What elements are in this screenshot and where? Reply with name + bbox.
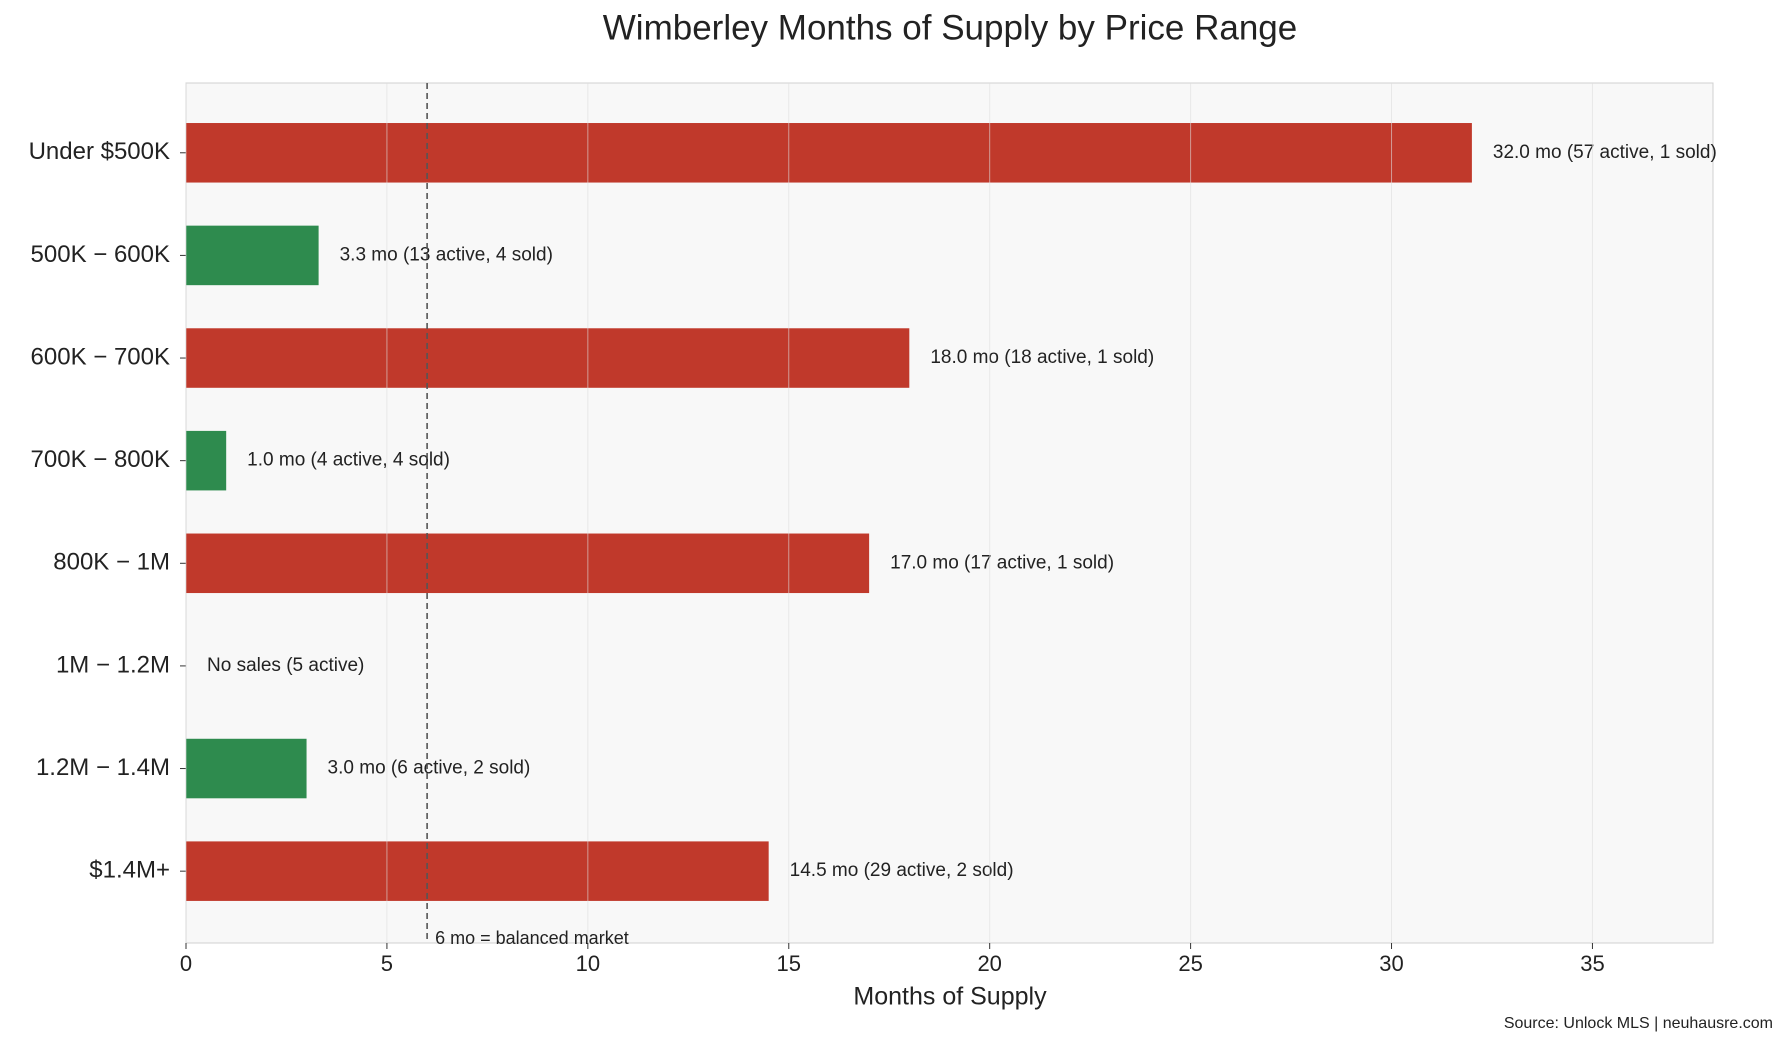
- x-tick-label: 0: [180, 951, 192, 976]
- bar: [186, 738, 307, 799]
- y-tick-label: $1.4M+: [89, 857, 170, 884]
- y-tick-label: 700K − 800K: [31, 446, 170, 473]
- y-tick-label: 800K − 1M: [53, 549, 170, 576]
- source-note: Source: Unlock MLS | neuhausre.com: [1504, 1015, 1773, 1032]
- x-tick-label: 15: [777, 951, 801, 976]
- x-tick-label: 30: [1379, 951, 1403, 976]
- y-tick-label: 1M − 1.2M: [56, 651, 170, 678]
- y-tick-label: 600K − 700K: [31, 343, 170, 370]
- x-tick-label: 25: [1178, 951, 1202, 976]
- value-label: 14.5 mo (29 active, 2 sold): [790, 860, 1014, 881]
- value-label: 3.3 mo (13 active, 4 sold): [340, 244, 553, 265]
- x-tick-label: 35: [1580, 951, 1604, 976]
- bar: [186, 430, 227, 491]
- y-tick-label: Under $500K: [29, 138, 170, 165]
- x-tick-label: 5: [381, 951, 393, 976]
- value-label: 17.0 mo (17 active, 1 sold): [890, 552, 1114, 573]
- y-tick-label: 500K − 600K: [31, 241, 170, 268]
- x-tick-label: 20: [977, 951, 1001, 976]
- bar: [186, 225, 319, 286]
- y-tick-label: 1.2M − 1.4M: [36, 754, 170, 781]
- value-label: 18.0 mo (18 active, 1 sold): [930, 347, 1154, 368]
- value-label: 32.0 mo (57 active, 1 sold): [1493, 142, 1717, 163]
- value-label: 1.0 mo (4 active, 4 sold): [247, 450, 450, 471]
- x-tick-label: 10: [576, 951, 600, 976]
- plot-area: [185, 82, 1714, 944]
- value-label: 3.0 mo (6 active, 2 sold): [328, 758, 531, 779]
- reference-label: 6 mo = balanced market: [435, 928, 629, 948]
- bar: [186, 841, 769, 901]
- x-axis-label: Months of Supply: [853, 983, 1047, 1011]
- bar: [186, 328, 910, 388]
- bar: [186, 123, 1472, 183]
- bar: [186, 533, 870, 594]
- chart-title: Wimberley Months of Supply by Price Rang…: [603, 8, 1297, 47]
- value-label: No sales (5 active): [207, 655, 364, 676]
